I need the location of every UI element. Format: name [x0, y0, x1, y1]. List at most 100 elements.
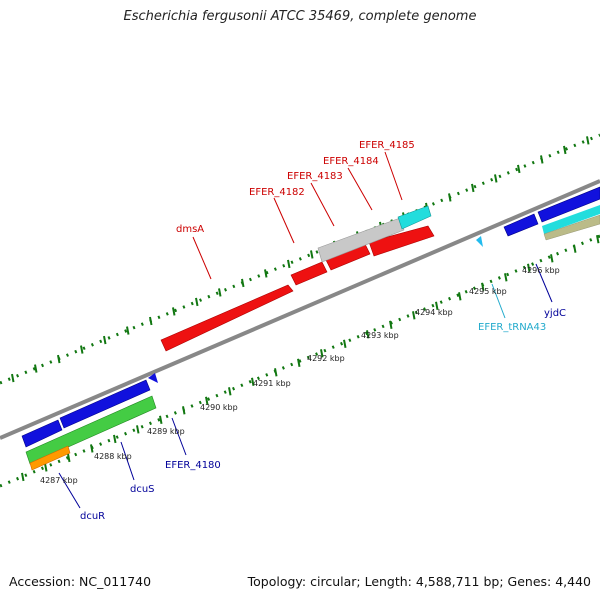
kbp-label-4291: 4291 kbp: [253, 379, 291, 388]
EFER_4182-label: EFER_4182: [249, 187, 305, 198]
inner-major-tick: [44, 463, 48, 472]
EFER_4185-leader: [384, 151, 403, 201]
EFER_4183-label: EFER_4183: [287, 171, 343, 182]
outer-major-tick: [264, 269, 268, 278]
inner-major-tick: [573, 244, 577, 253]
outer-major-tick: [310, 250, 314, 259]
kbp-label-4296: 4296 kbp: [522, 266, 560, 275]
EFER_4183-leader: [310, 182, 335, 227]
genome-backbone: [0, 179, 600, 440]
kbp-label-4287: 4287 kbp: [40, 476, 78, 485]
inner-tick-track: [0, 234, 600, 488]
dcuS-gene[interactable]: [59, 379, 151, 429]
kbp-label-4290: 4290 kbp: [200, 403, 238, 412]
outer-major-tick: [103, 335, 107, 345]
EFER_4184-leader: [347, 167, 373, 211]
inner-major-tick: [297, 358, 301, 368]
kbp-label-4295: 4295 kbp: [469, 287, 507, 296]
inner-major-tick: [343, 339, 347, 348]
outer-major-tick: [126, 326, 130, 335]
inner-major-tick: [228, 387, 232, 396]
accession-text: Accession: NC_011740: [9, 574, 152, 589]
dmsA-label: dmsA: [176, 224, 204, 235]
outer-major-tick: [471, 183, 475, 193]
outer-major-tick: [57, 354, 61, 364]
dmsA-gene[interactable]: [160, 284, 294, 352]
inner-major-tick: [481, 282, 485, 291]
inner-major-tick: [274, 368, 278, 377]
EFER_4182-gene[interactable]: [290, 261, 328, 286]
inner-major-tick: [21, 472, 25, 482]
outer-major-tick: [287, 259, 291, 269]
outer-major-tick: [172, 307, 176, 316]
EFER_4180-arrowhead[interactable]: [148, 373, 158, 383]
outer-major-tick: [586, 136, 590, 145]
outer-major-tick: [494, 174, 498, 183]
cyan-band[interactable]: [542, 205, 600, 234]
EFER_tRNA43-label: EFER_tRNA43: [478, 322, 546, 333]
EFER_4185-gene[interactable]: [397, 205, 432, 230]
outer-major-tick: [540, 155, 544, 164]
kbp-label-4289: 4289 kbp: [147, 427, 185, 436]
dcuS-label: dcuS: [130, 484, 155, 495]
yjdC-gene-right[interactable]: [537, 186, 600, 223]
EFER_4184-label: EFER_4184: [323, 156, 379, 167]
inner-major-tick: [389, 320, 393, 329]
inner-major-tick: [205, 396, 209, 406]
inner-major-tick: [159, 415, 163, 425]
EFER_tRNA43-leader: [491, 283, 506, 319]
inner-major-tick: [136, 425, 140, 434]
yjdC-gene-left[interactable]: [503, 213, 539, 237]
orange-feature[interactable]: [29, 445, 71, 471]
inner-major-tick: [458, 292, 462, 301]
outer-major-tick: [241, 278, 245, 288]
inner-major-tick: [504, 273, 508, 282]
yjdC-label: yjdC: [544, 308, 566, 319]
outer-major-tick: [149, 316, 153, 326]
inner-major-tick: [412, 311, 416, 320]
outer-major-tick: [34, 364, 38, 373]
EFER_4180-label: EFER_4180: [165, 460, 221, 471]
dcuR-gene[interactable]: [21, 419, 63, 448]
inner-major-tick: [67, 453, 71, 463]
outer-major-tick: [517, 164, 521, 174]
EFER_4185-label: EFER_4185: [359, 140, 415, 151]
dcuS-leader: [120, 441, 135, 481]
EFER_4184-pseudo-bar[interactable]: [317, 217, 405, 263]
EFER_4180-leader: [171, 417, 187, 456]
dcuR-leader: [58, 472, 81, 509]
kbp-label-4294: 4294 kbp: [415, 308, 453, 317]
kbp-label-4293: 4293 kbp: [361, 331, 399, 340]
inner-major-tick: [251, 377, 255, 387]
EFER_4182-leader: [273, 197, 295, 244]
inner-major-tick: [113, 434, 117, 444]
outer-tick-track: [0, 133, 600, 385]
genome-summary-text: Topology: circular; Length: 4,588,711 bp…: [247, 574, 591, 589]
inner-major-tick: [435, 301, 439, 310]
inner-major-tick: [550, 254, 554, 263]
inner-major-tick: [90, 444, 94, 453]
outer-major-tick: [11, 373, 15, 383]
outer-major-tick: [448, 193, 452, 202]
outer-major-tick: [218, 288, 222, 297]
inner-major-tick: [527, 263, 531, 272]
inner-major-tick: [596, 235, 600, 244]
kbp-label-4288: 4288 kbp: [94, 452, 132, 461]
green-feature[interactable]: [25, 395, 157, 465]
kbp-ticks: [11, 136, 600, 482]
outer-major-tick: [80, 345, 84, 354]
outer-major-tick: [195, 297, 199, 307]
EFER_4184-gene[interactable]: [368, 225, 435, 257]
inner-major-tick: [182, 406, 186, 415]
inner-major-tick: [320, 349, 324, 358]
kbp-label-4292: 4292 kbp: [307, 354, 345, 363]
EFER_tRNA43-marker[interactable]: [476, 236, 483, 247]
dcuR-label: dcuR: [80, 511, 105, 522]
yjdC-leader: [535, 263, 553, 303]
map-title: Escherichia fergusonii ATCC 35469, compl…: [123, 9, 477, 24]
olive-band[interactable]: [543, 214, 600, 241]
dmsA-leader: [192, 236, 212, 280]
inner-major-tick: [366, 330, 370, 339]
outer-major-tick: [563, 145, 567, 155]
